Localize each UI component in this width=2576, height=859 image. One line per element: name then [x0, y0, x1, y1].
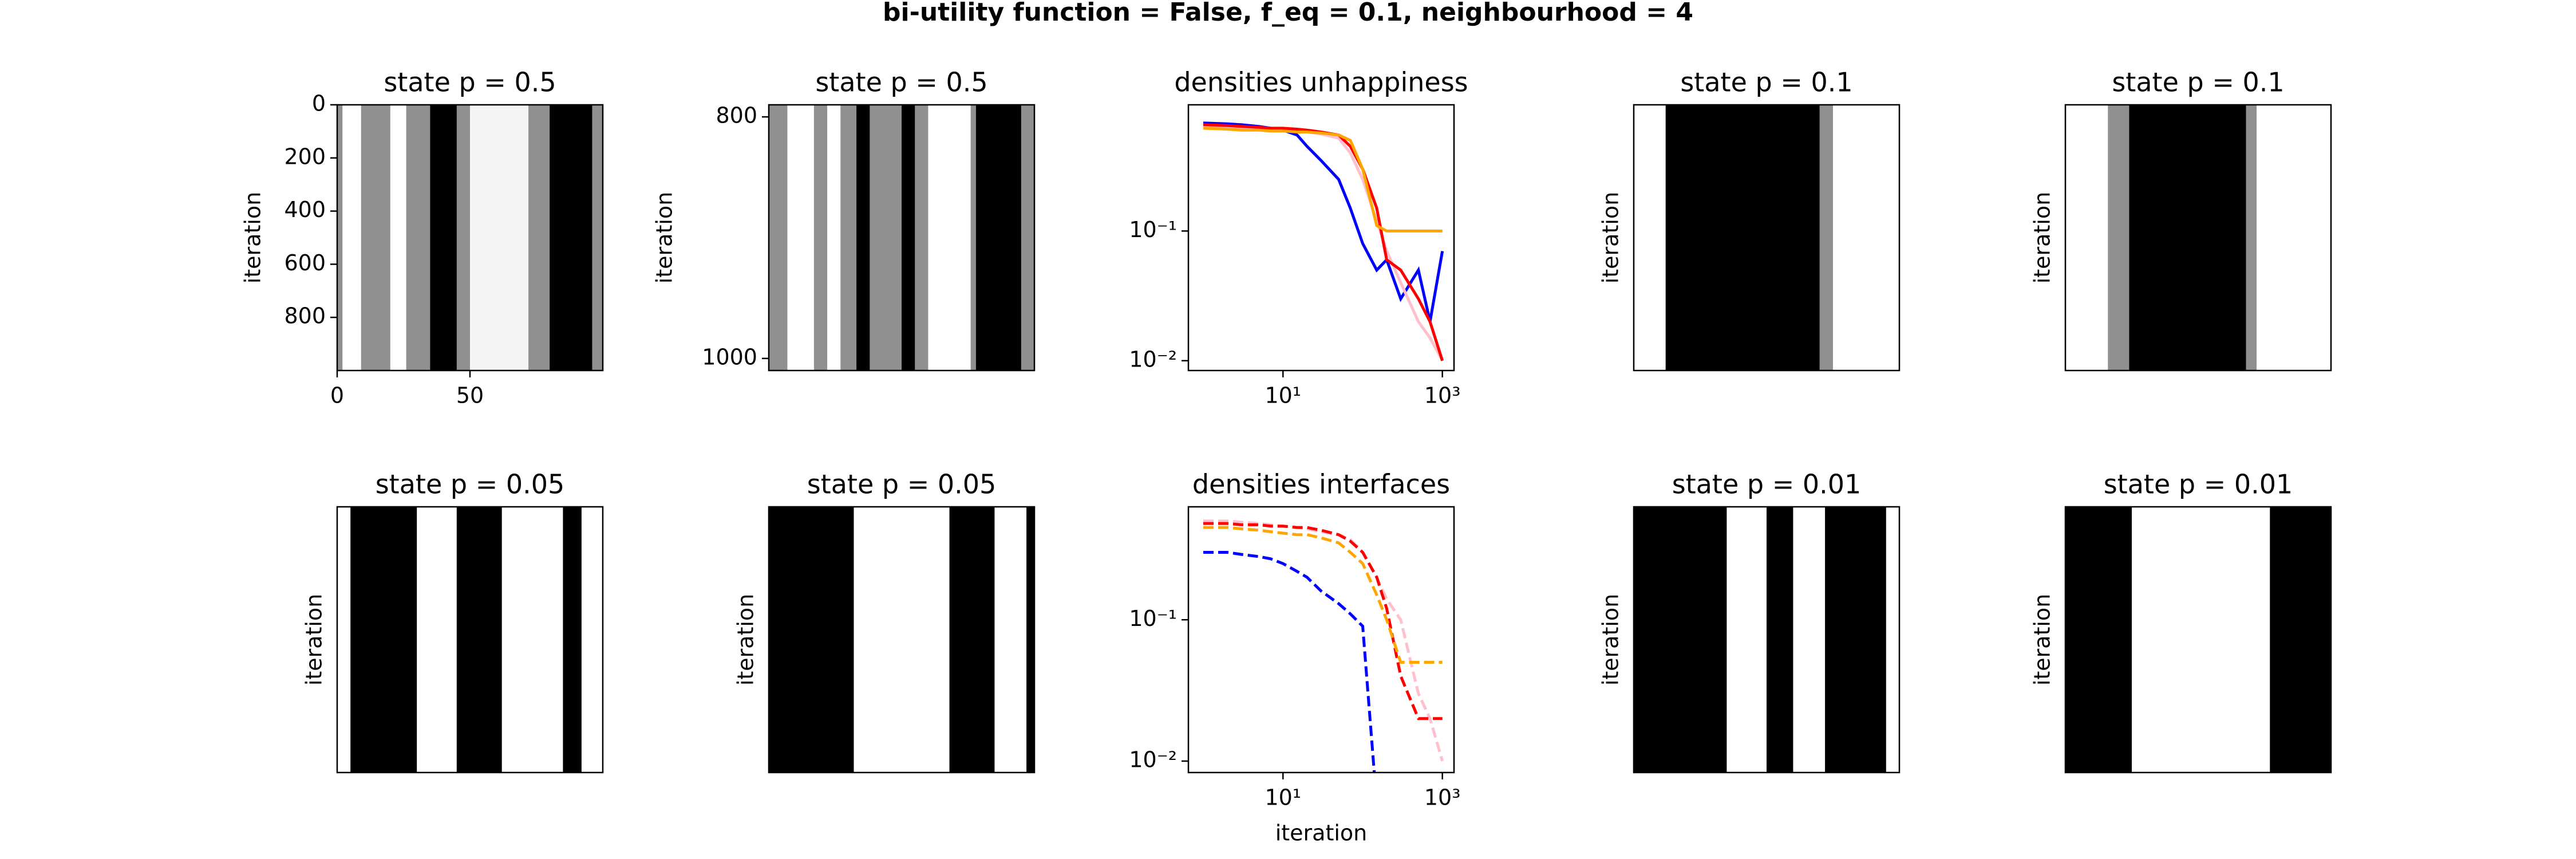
y-tick-label: 10⁻²	[1129, 747, 1177, 773]
axes-frame	[2064, 104, 2332, 372]
y-axis-label: iteration	[1598, 192, 1623, 284]
panel-title: state p = 0.05	[376, 469, 565, 500]
axes-frame	[1187, 506, 1455, 774]
state-band	[1825, 507, 1886, 773]
state-band	[2246, 105, 2257, 371]
x-axis-label: iteration	[1275, 821, 1368, 846]
plot-area	[769, 105, 1034, 371]
state-band	[856, 105, 870, 371]
state-band	[1819, 105, 1833, 371]
panel-title: state p = 0.1	[1680, 67, 1852, 98]
y-tick-label: 400	[284, 197, 326, 222]
panel-title: state p = 0.05	[807, 469, 997, 500]
x-tick-label: 50	[456, 383, 484, 408]
state-band	[456, 507, 502, 773]
state-band	[430, 105, 457, 371]
panel-title: state p = 0.1	[2112, 67, 2284, 98]
y-tick-label: 1000	[702, 344, 757, 369]
figure-title: bi-utility function = False, f_eq = 0.1,…	[883, 0, 1693, 27]
state-band	[827, 105, 841, 371]
y-tick-label: 0	[312, 91, 326, 116]
series-line	[1203, 522, 1443, 720]
state-band	[470, 105, 529, 371]
plot-area	[337, 105, 603, 371]
y-tick-label: 800	[716, 103, 757, 128]
state-band	[350, 507, 417, 773]
series-line	[1203, 127, 1443, 233]
y-axis-label: iteration	[302, 594, 327, 686]
state-band	[928, 105, 971, 371]
panel-title: densities unhappiness	[1174, 67, 1468, 98]
panel-title: state p = 0.5	[384, 67, 556, 98]
state-band	[949, 507, 995, 773]
state-band	[550, 105, 592, 371]
y-tick-label: 10⁻¹	[1129, 217, 1177, 242]
y-axis-label: iteration	[1598, 594, 1623, 686]
axes-frame	[1187, 104, 1455, 372]
axes-frame	[768, 506, 1036, 774]
state-band	[1665, 105, 1820, 371]
axes-frame	[1633, 506, 1901, 774]
plot-area	[1203, 519, 1444, 773]
y-axis-label: iteration	[733, 594, 758, 686]
x-tick-label: 10³	[1424, 383, 1461, 408]
state-band	[769, 507, 854, 773]
axes-frame	[768, 104, 1036, 372]
x-tick-label: 0	[330, 383, 344, 408]
state-band	[1026, 507, 1034, 773]
x-tick-label: 10¹	[1265, 785, 1301, 810]
y-tick-label: 200	[284, 144, 326, 169]
plot-area	[1634, 507, 1899, 773]
y-tick-label: 600	[284, 250, 326, 275]
plot-area	[337, 507, 603, 773]
plot-area	[2065, 105, 2331, 371]
x-tick-label: 10¹	[1265, 383, 1301, 408]
state-band	[2129, 105, 2246, 371]
y-tick-label: 10⁻²	[1129, 346, 1177, 372]
state-band	[975, 105, 1021, 371]
state-band	[1634, 507, 1727, 773]
panel-title: state p = 0.01	[2104, 469, 2293, 500]
state-band	[2065, 507, 2132, 773]
plot-area	[1634, 105, 1899, 371]
state-band	[787, 105, 814, 371]
series-line	[1203, 526, 1443, 664]
state-band	[1767, 507, 1793, 773]
plot-area	[2065, 507, 2331, 773]
panel-title: state p = 0.5	[815, 67, 987, 98]
x-tick-label: 10³	[1424, 785, 1461, 810]
axes-frame	[336, 506, 604, 774]
y-axis-label: iteration	[2030, 192, 2055, 284]
panel-title: densities interfaces	[1192, 469, 1450, 500]
plot-area	[769, 507, 1034, 773]
state-band	[342, 105, 361, 371]
axes-frame	[2064, 506, 2332, 774]
y-axis-label: iteration	[240, 192, 266, 284]
axes-frame	[1633, 104, 1901, 372]
state-band	[390, 105, 406, 371]
state-band	[902, 105, 915, 371]
y-axis-label: iteration	[2030, 594, 2055, 686]
plot-area	[1203, 121, 1444, 362]
y-tick-label: 800	[284, 304, 326, 329]
panel-title: state p = 0.01	[1672, 469, 1862, 500]
y-tick-label: 10⁻¹	[1129, 606, 1177, 631]
series-line	[1203, 551, 1376, 773]
y-axis-label: iteration	[652, 192, 677, 284]
state-band	[563, 507, 582, 773]
state-band	[2108, 105, 2129, 371]
state-band	[2270, 507, 2331, 773]
